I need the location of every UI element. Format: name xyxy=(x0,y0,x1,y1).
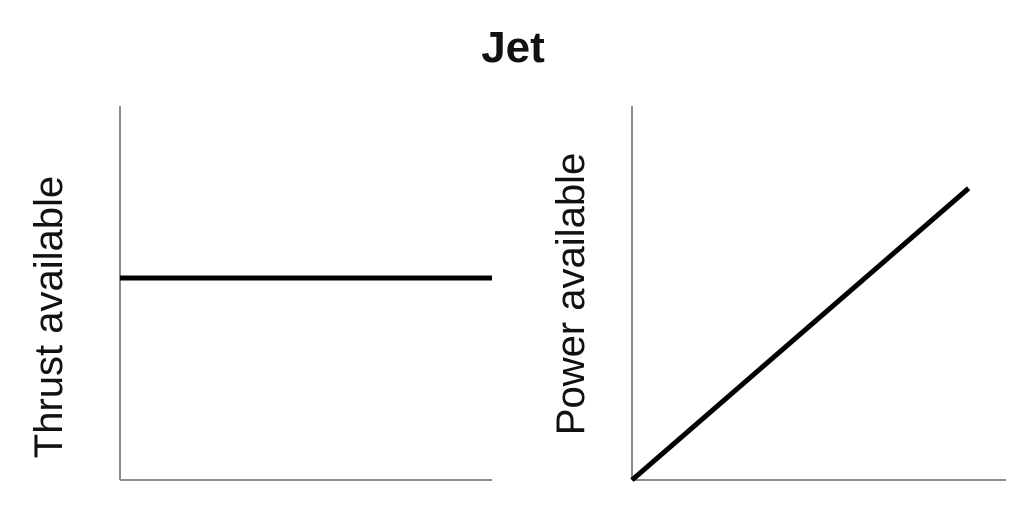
power-plot-area xyxy=(630,186,971,482)
figure-title: Jet xyxy=(481,23,545,72)
power-y-axis-label: Power available xyxy=(549,153,593,435)
power-chart: Power available xyxy=(549,106,1006,482)
thrust-y-axis-label: Thrust available xyxy=(27,176,71,458)
thrust-chart: Thrust available xyxy=(27,106,492,481)
power-available-line xyxy=(630,186,971,482)
